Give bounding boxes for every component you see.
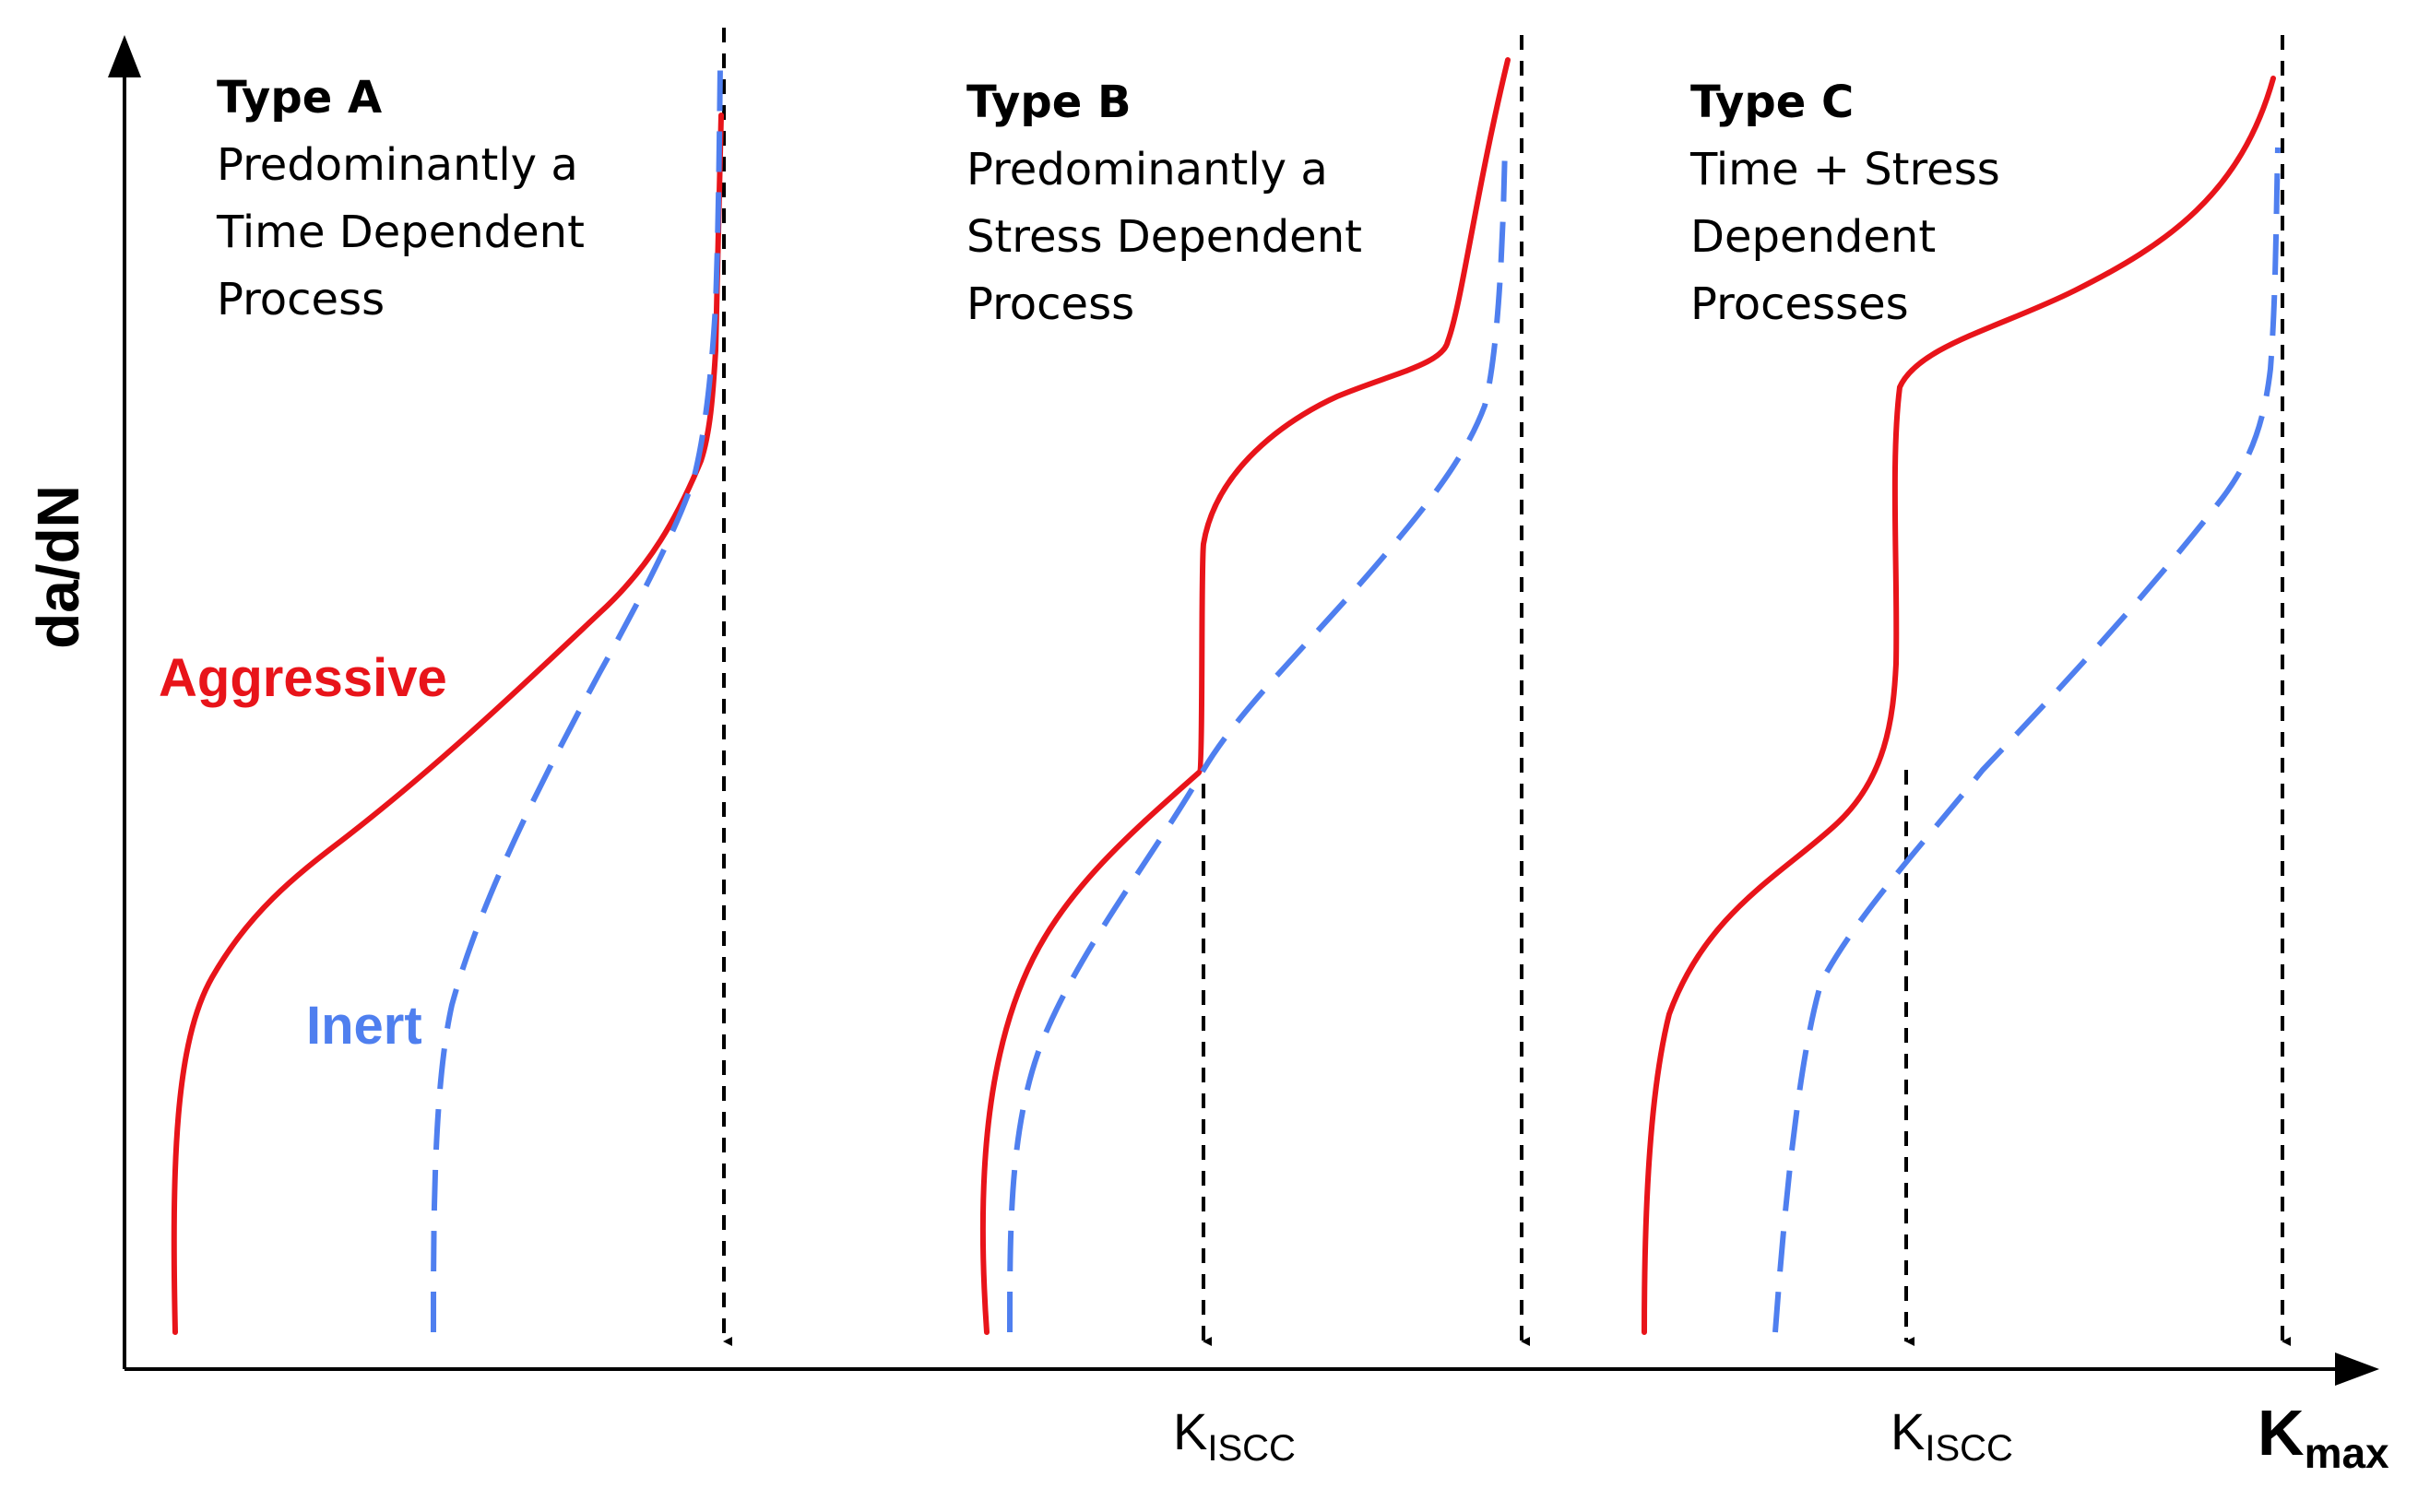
kiscc-label-b-main: K (1173, 1402, 1207, 1460)
type-a-aggressive-curve (171, 112, 724, 1335)
y-axis-label: da/dN (25, 485, 91, 649)
kiscc-label-c: KISCC (1891, 1402, 2013, 1469)
axes (108, 35, 2379, 1386)
x-axis-arrowhead (2335, 1353, 2379, 1386)
panel-type-b-caption: Type B Predominantly a Stress Dependent … (966, 77, 1362, 330)
panel-type-b-curves (979, 57, 1511, 1335)
type-c-aggressive-curve (1642, 76, 2276, 1335)
kiscc-label-b-sub: ISCC (1207, 1428, 1296, 1469)
panel-type-b-title: Type B (966, 77, 1132, 128)
x-axis-label: Kmax (2258, 1397, 2389, 1477)
panel-type-c-curves (1642, 76, 2281, 1335)
panel-type-c-line-2: Dependent (1690, 211, 1936, 263)
panel-type-b-line-2: Stress Dependent (966, 211, 1362, 263)
inert-label: Inert (306, 996, 422, 1056)
y-axis-arrowhead (108, 35, 141, 77)
type-b-aggressive-curve (979, 57, 1511, 1335)
panel-type-b-line-3: Process (966, 278, 1134, 330)
panel-type-c-caption: Type C Time + Stress Dependent Processes (1689, 77, 2000, 330)
panel-type-c-title: Type C (1690, 77, 1854, 128)
kiscc-label-c-main: K (1891, 1402, 1925, 1460)
panel-type-a-line-3: Process (217, 274, 385, 325)
x-axis-label-sub: max (2305, 1429, 2389, 1477)
panel-type-b-line-1: Predominantly a (966, 144, 1328, 195)
panel-type-a-curves (171, 64, 724, 1335)
kiscc-label-b: KISCC (1173, 1402, 1296, 1469)
guide-lines (722, 28, 2291, 1346)
panel-type-c-line-3: Processes (1690, 278, 1909, 330)
panel-type-c-line-1: Time + Stress (1689, 144, 2000, 195)
panel-type-a-line-1: Predominantly a (217, 139, 578, 191)
panel-type-a-caption: Type A Predominantly a Time Dependent Pr… (216, 72, 585, 325)
aggressive-label: Aggressive (159, 648, 447, 708)
type-b-inert-curve (1007, 142, 1508, 1333)
type-a-inert-curve (431, 64, 723, 1333)
kiscc-label-c-sub: ISCC (1925, 1428, 2013, 1469)
type-c-inert-curve (1772, 147, 2281, 1333)
panel-type-a-line-2: Time Dependent (216, 207, 585, 258)
x-axis-label-main: K (2258, 1397, 2305, 1469)
panel-type-a-title: Type A (217, 72, 382, 124)
